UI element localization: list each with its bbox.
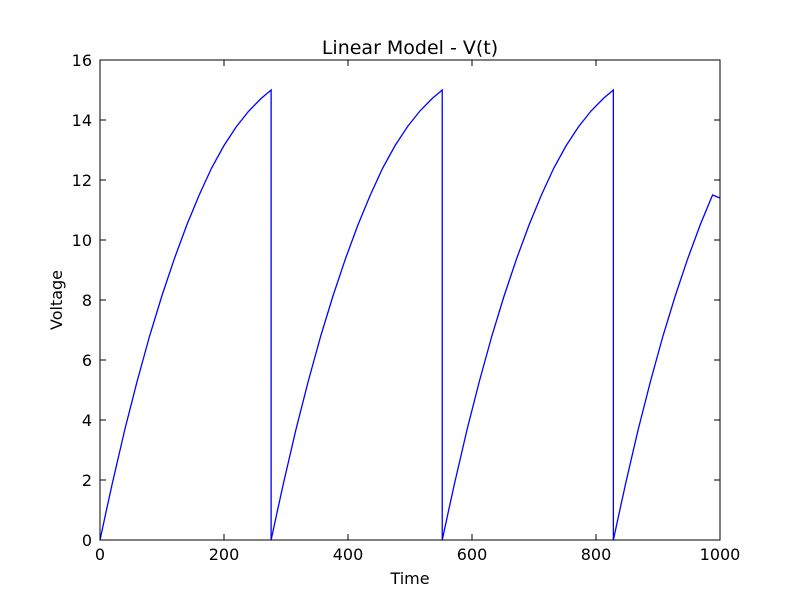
- x-tick-label: 400: [333, 545, 364, 564]
- y-tick-label: 12: [72, 171, 92, 190]
- x-tick-label: 1000: [700, 545, 741, 564]
- y-tick-label: 0: [82, 531, 92, 550]
- y-tick-label: 10: [72, 231, 92, 250]
- y-axis-label: Voltage: [47, 270, 66, 330]
- plot-frame: [99, 59, 721, 541]
- y-tick-label: 16: [72, 51, 92, 70]
- chart-title: Linear Model - V(t): [322, 37, 498, 59]
- plot-area: 0 200 400 600 800 1000 0 2 4 6 8 10 12 14 16: [72, 51, 741, 564]
- y-tick-label: 2: [82, 471, 92, 490]
- x-tick-label: 0: [95, 545, 105, 564]
- y-tick-label: 6: [82, 351, 92, 370]
- series-line: [99, 88, 721, 541]
- y-tick-label: 14: [72, 111, 92, 130]
- x-tick-label: 800: [581, 545, 612, 564]
- x-tick-label: 600: [457, 545, 488, 564]
- y-tick-label: 4: [82, 411, 92, 430]
- x-axis-label: Time: [389, 569, 429, 588]
- x-tick-label: 200: [209, 545, 240, 564]
- y-tick-label: 8: [82, 291, 92, 310]
